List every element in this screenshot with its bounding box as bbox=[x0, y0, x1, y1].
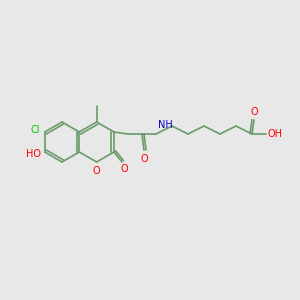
Text: O: O bbox=[93, 166, 101, 176]
Text: O: O bbox=[250, 107, 258, 117]
Text: NH: NH bbox=[158, 120, 173, 130]
Text: HO: HO bbox=[26, 149, 41, 159]
Text: Cl: Cl bbox=[30, 125, 40, 135]
Text: OH: OH bbox=[268, 129, 283, 139]
Text: O: O bbox=[120, 164, 128, 174]
Text: O: O bbox=[140, 154, 148, 164]
